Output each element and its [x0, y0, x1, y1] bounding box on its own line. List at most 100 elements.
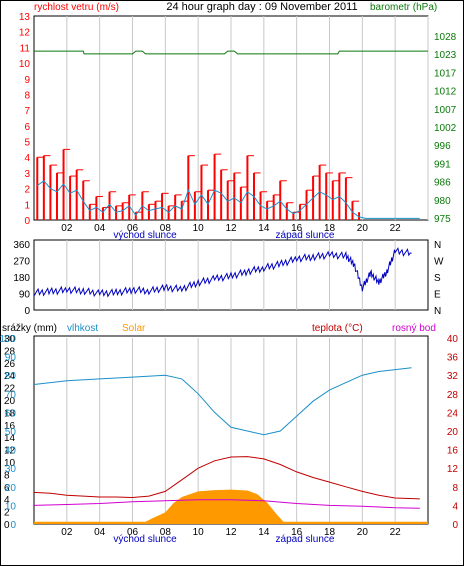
direction-tick-label: 180 — [13, 273, 30, 284]
humidity-tick-label: 100 — [0, 334, 16, 345]
temperature-line — [33, 456, 420, 500]
pressure-tick-label: 1028 — [434, 32, 457, 43]
x-tick-label: 10 — [193, 223, 205, 234]
temp-tick-label: 12 — [447, 464, 459, 475]
rain-tick-label: 10 — [4, 458, 16, 469]
x-tick-label: 02 — [61, 223, 73, 234]
wind-tick-label: 5 — [24, 138, 30, 149]
rain-tick-label: 8 — [4, 470, 10, 481]
rain-tick-label: 14 — [4, 433, 16, 444]
rain-axis-title: srážky (mm) — [2, 323, 57, 334]
pressure-tick-label: 980 — [434, 196, 451, 207]
x-tick-label: 14 — [258, 527, 270, 538]
direction-tick-label: 360 — [13, 240, 30, 251]
humidity-tick-label: 30 — [5, 464, 17, 475]
temp-tick-label: 16 — [447, 446, 459, 457]
wind-axis-title: rychlost vetru (m/s) — [34, 2, 119, 13]
pressure-tick-label: 986 — [434, 178, 451, 189]
x-tick-label: 16 — [291, 223, 303, 234]
x-tick-label: 04 — [94, 223, 106, 234]
rain-tick-label: 28 — [4, 346, 16, 357]
temp-tick-label: 28 — [447, 390, 459, 401]
humidity-tick-label: 50 — [5, 427, 17, 438]
temp-tick-label: 4 — [452, 501, 458, 512]
x-tick-label: 22 — [390, 223, 402, 234]
sunrise-label: východ slunce — [113, 230, 177, 241]
pressure-line — [34, 50, 428, 55]
temp-tick-label: 40 — [447, 334, 459, 345]
pressure-tick-label: 1023 — [434, 50, 457, 61]
wind-tick-label: 10 — [19, 59, 31, 70]
x-tick-label: 14 — [258, 223, 270, 234]
compass-tick-label: N — [434, 240, 441, 251]
pressure-tick-label: 1012 — [434, 87, 457, 98]
humidity-tick-label: 20 — [5, 483, 17, 494]
x-tick-label: 16 — [291, 527, 303, 538]
pressure-axis-title: barometr (hPa) — [370, 2, 437, 13]
x-tick-label: 06 — [127, 223, 139, 234]
axis-labels: 02 04 06 08 10 12 14 16 18 20 22012345678910111213… — [0, 12, 458, 538]
temp-tick-label: 32 — [447, 371, 459, 382]
wind-tick-label: 1 — [24, 200, 30, 211]
wind-tick-label: 4 — [24, 153, 30, 164]
x-tick-label: 12 — [225, 223, 237, 234]
pressure-tick-label: 1007 — [434, 105, 457, 116]
x-tick-label: 10 — [193, 527, 205, 538]
humidity-tick-label: 90 — [5, 353, 17, 364]
wind-grid — [66, 16, 429, 220]
compass-tick-label: S — [434, 273, 441, 284]
dewpoint-axis-title: rosný bod — [392, 323, 436, 334]
x-tick-label: 20 — [357, 223, 369, 234]
wind-tick-label: 12 — [19, 28, 31, 39]
x-tick-label: 12 — [225, 527, 237, 538]
rain-tick-label: 2 — [4, 508, 10, 519]
wind-tick-label: 3 — [24, 169, 30, 180]
pressure-tick-label: 975 — [434, 214, 451, 225]
rain-tick-label: 6 — [4, 483, 10, 494]
direction-tick-label: 90 — [19, 290, 31, 301]
rain-tick-label: 18 — [4, 408, 16, 419]
rain-tick-label: 26 — [4, 359, 16, 370]
humidity-tick-label: 70 — [5, 390, 17, 401]
rain-tick-label: 0 — [4, 520, 10, 531]
rain-tick-label: 4 — [4, 495, 10, 506]
rain-tick-label: 12 — [4, 446, 16, 457]
humidity-tick-label: 10 — [5, 501, 17, 512]
wind-series — [34, 50, 428, 220]
x-tick-label: 02 — [61, 527, 73, 538]
humidity-axis-title: vlhkost — [67, 323, 98, 334]
rain-tick-label: 20 — [4, 396, 16, 407]
compass-tick-label: E — [434, 290, 441, 301]
rain-tick-label: 24 — [4, 371, 16, 382]
humidity-tick-label: 60 — [5, 408, 17, 419]
wind-tick-label: 7 — [24, 106, 30, 117]
wind-tick-label: 6 — [24, 122, 30, 133]
temp-tick-label: 0 — [452, 520, 458, 531]
direction-tick-label: 0 — [24, 306, 30, 317]
x-tick-label: 06 — [127, 527, 139, 538]
x-tick-label: 18 — [324, 527, 336, 538]
sunset-label-2: západ slunce — [276, 534, 335, 545]
pressure-tick-label: 1002 — [434, 123, 457, 134]
temp-tick-label: 24 — [447, 408, 459, 419]
wind-avg-line — [37, 180, 420, 219]
dewpoint-line — [33, 499, 420, 509]
compass-tick-label: N — [434, 306, 441, 317]
humidity-line — [33, 367, 412, 436]
direction-grid — [66, 240, 396, 310]
pressure-tick-label: 991 — [434, 159, 451, 170]
chart-title: 24 hour graph day : 09 November 2011 — [166, 1, 357, 13]
temp-tick-label: 20 — [447, 427, 459, 438]
wind-tick-label: 13 — [19, 12, 31, 23]
solar-area — [34, 489, 428, 524]
sunrise-label-2: východ slunce — [113, 534, 177, 545]
rain-tick-label: 22 — [4, 384, 16, 395]
wind-tick-label: 9 — [24, 75, 30, 86]
direction-series — [33, 247, 412, 298]
wind-tick-label: 8 — [24, 90, 30, 101]
compass-tick-label: W — [434, 257, 444, 268]
humidity-tick-label: 0 — [10, 520, 16, 531]
wind-tick-label: 2 — [24, 185, 30, 196]
rain-tick-label: 16 — [4, 421, 16, 432]
